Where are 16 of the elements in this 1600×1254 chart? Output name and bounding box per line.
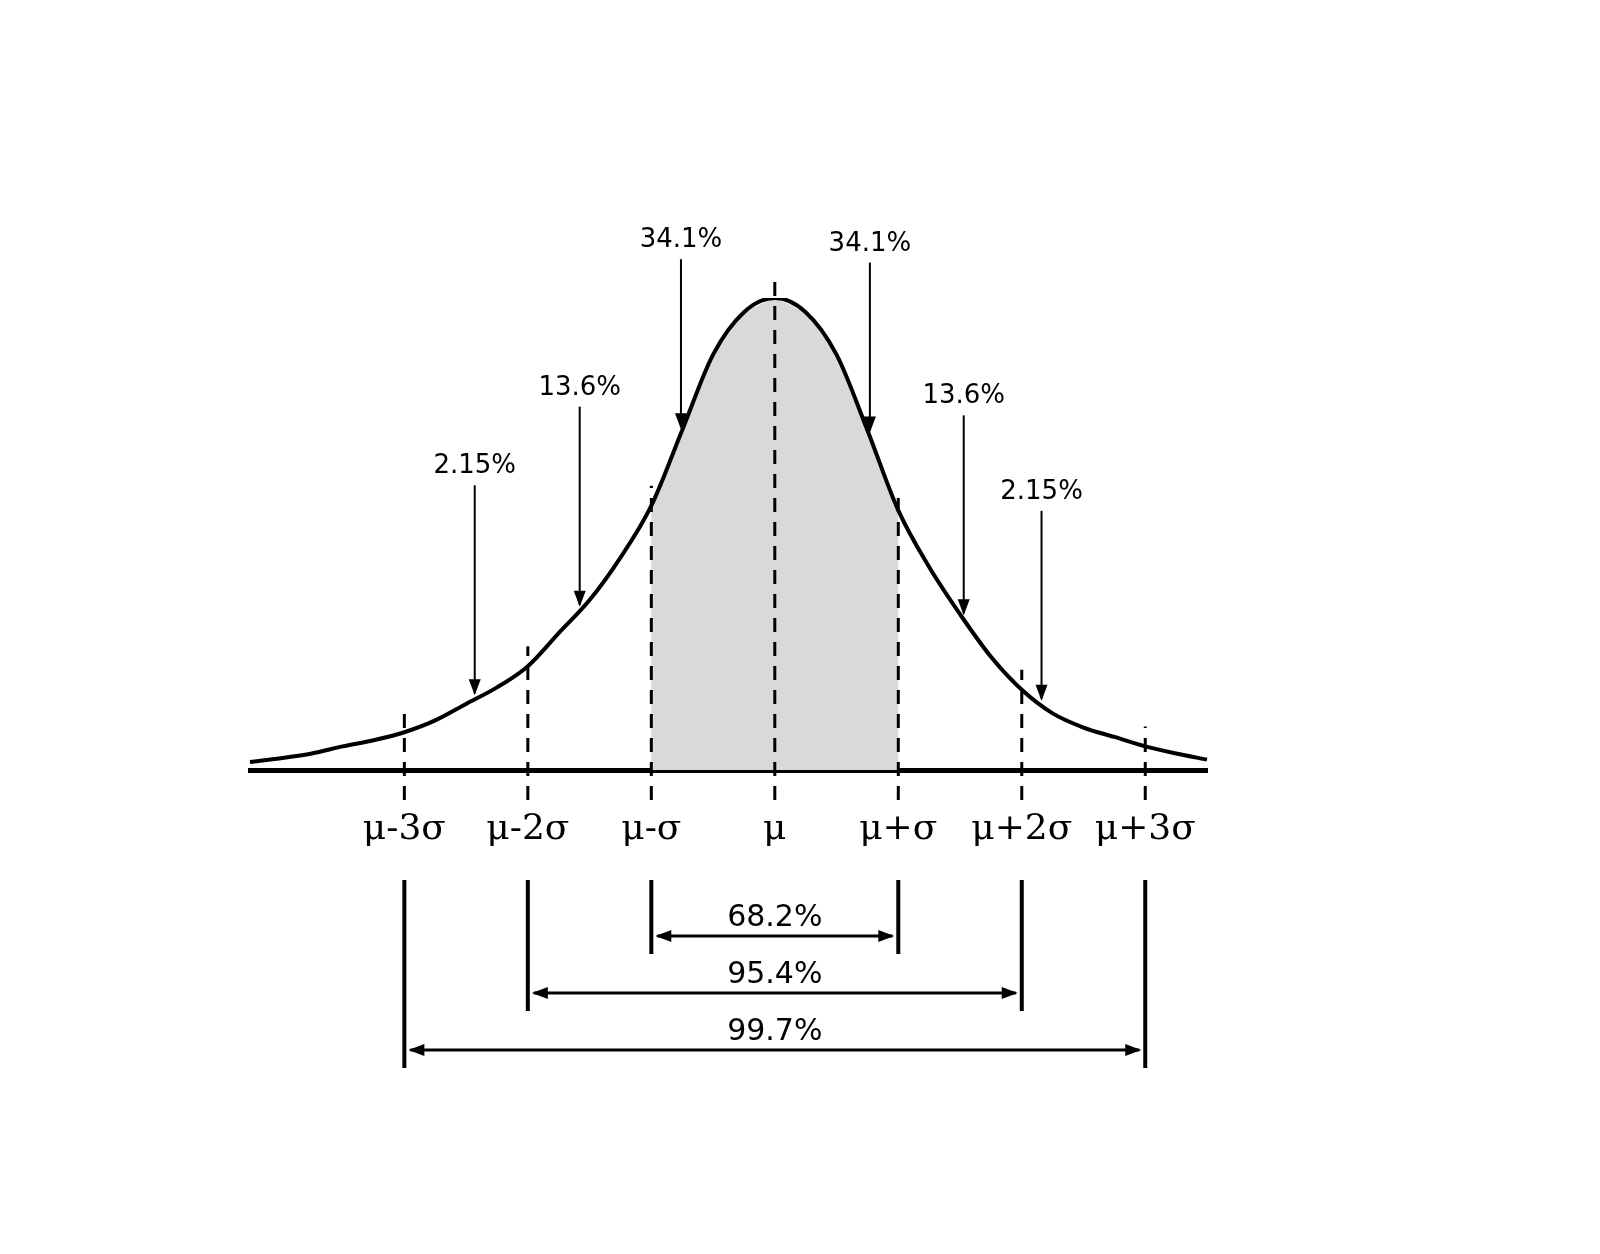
x-tick-label: μ+2σ [971,805,1073,847]
annotation: 13.6% [538,370,622,401]
text: 99.7% [727,1012,823,1047]
text: 95.4% [727,955,823,990]
x-tick-label: μ+3σ [1094,805,1196,847]
x-tick-label: μ-σ [621,805,682,847]
x-tick-label: μ [763,805,787,847]
annotation: 2.15% [433,449,517,480]
x-tick-label: μ-3σ [362,805,446,847]
annotation: 2.15% [1000,474,1083,505]
text: 68.2% [727,898,823,933]
x-tick-label: μ+σ [859,805,938,847]
text: 34.1% [828,226,912,257]
x-tick-label: μ-2σ [486,805,570,847]
annotation: 13.6% [922,379,1006,410]
text: 34.1% [639,223,723,254]
